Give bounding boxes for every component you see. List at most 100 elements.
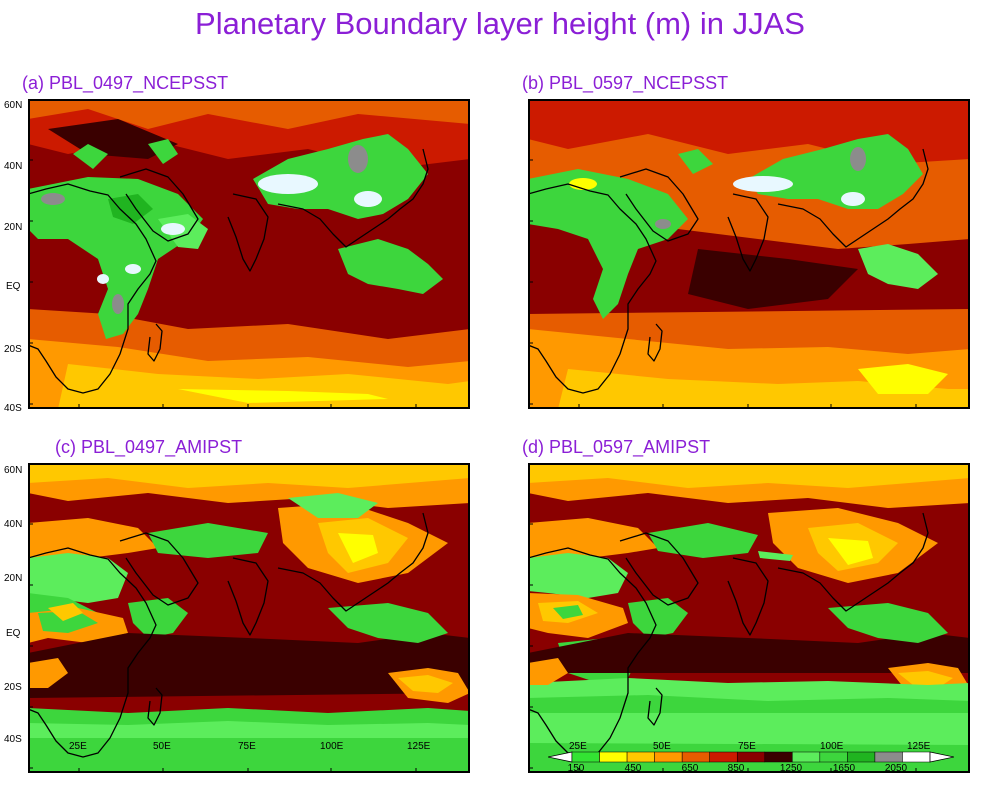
colorbar-label-850: 850 [727, 763, 745, 774]
coastline [777, 512, 929, 612]
contour-region [328, 603, 448, 643]
coastline [777, 148, 929, 248]
contour-region [758, 551, 793, 561]
colorbar-label-2050: 2050 [884, 763, 908, 774]
coastline [727, 193, 769, 272]
contour-region [28, 658, 68, 688]
lon-label-d-125e: 125E [907, 741, 931, 752]
colorbar-label-450: 450 [624, 763, 642, 774]
contour-region [148, 139, 178, 164]
colorbar-swatch [571, 751, 600, 763]
contour-region [558, 369, 970, 409]
coastline [227, 557, 269, 636]
contour-region [748, 134, 923, 209]
contour-region [528, 463, 970, 488]
contour-region [858, 244, 938, 289]
contour-region [528, 553, 628, 598]
lon-label-c-125e: 125E [407, 741, 431, 752]
coastline [119, 168, 199, 242]
colorbar-label-1650: 1650 [832, 763, 856, 774]
colorbar [548, 751, 954, 763]
map-d-svg [528, 463, 970, 773]
contour-region [338, 239, 443, 294]
contour-region [338, 533, 378, 563]
contour-region [28, 633, 470, 698]
contour-region [354, 191, 382, 207]
colorbar-swatch [847, 751, 876, 763]
contour-region [528, 169, 688, 319]
contour-region [898, 671, 953, 688]
lon-label-d-25e: 25E [569, 741, 587, 752]
coastline [227, 193, 269, 272]
contour-region [288, 493, 378, 518]
contour-region [528, 658, 568, 685]
contour-region [178, 389, 388, 403]
contour-region [850, 147, 866, 171]
contour-region [258, 174, 318, 194]
contour-region [348, 145, 368, 173]
map-frame [528, 99, 970, 409]
lat-label-a-40n: 40N [4, 161, 23, 172]
contour-region [528, 633, 970, 673]
contour-region [628, 598, 688, 638]
lat-label-a-60n: 60N [4, 100, 23, 111]
map-frame [528, 463, 970, 773]
contour-region [28, 99, 470, 129]
lat-label-c-60n: 60N [4, 465, 23, 476]
contour-region [553, 605, 583, 619]
contour-region [688, 249, 858, 309]
colorbar-swatch [792, 751, 821, 763]
contour-region [41, 193, 65, 205]
map-panel-d [528, 463, 970, 773]
contour-region [73, 144, 108, 169]
coastline [619, 532, 699, 606]
contour-region [841, 192, 865, 206]
lat-label-a-20s: 20S [4, 344, 22, 355]
colorbar-swatch [654, 751, 683, 763]
colorbar-swatch [709, 751, 738, 763]
colorbar-swatch [874, 751, 903, 763]
contour-region [161, 223, 185, 235]
contour-region [97, 274, 109, 284]
contour-region [253, 134, 428, 219]
colorbar-swatch [902, 751, 931, 763]
coastline [28, 183, 157, 394]
coastline [119, 532, 199, 606]
colorbar-right-arrow [929, 751, 954, 763]
contour-region [398, 675, 453, 693]
lat-label-a-40s: 40S [4, 403, 22, 414]
contour-region [678, 149, 713, 174]
contour-region [828, 603, 948, 643]
lon-label-c-75e: 75E [238, 741, 256, 752]
contour-region [28, 518, 158, 563]
lat-label-c-40n: 40N [4, 519, 23, 530]
map-frame [28, 463, 470, 773]
lon-label-d-100e: 100E [820, 741, 844, 752]
contour-region [28, 721, 470, 738]
contour-region [48, 603, 83, 621]
lon-label-c-25e: 25E [69, 741, 87, 752]
lat-label-a-eq: EQ [6, 281, 21, 292]
coastline [528, 183, 657, 394]
panel-b-title: (b) PBL_0597_NCEPSST [522, 73, 729, 93]
coastline [647, 687, 663, 726]
contour-region [128, 598, 188, 638]
contour-region [125, 264, 141, 274]
lon-label-c-100e: 100E [320, 741, 344, 752]
contour-region [528, 695, 970, 713]
colorbar-label-1250: 1250 [779, 763, 803, 774]
lat-label-c-20s: 20S [4, 682, 22, 693]
lon-label-c-50e: 50E [153, 741, 171, 752]
colorbar-swatch [764, 751, 793, 763]
figure-title: Planetary Boundary layer height (m) in J… [195, 6, 805, 41]
panel-c-title: (c) PBL_0497_AMIPST [55, 437, 243, 457]
lon-label-d-75e: 75E [738, 741, 756, 752]
map-b-svg [528, 99, 970, 409]
map-c-svg [28, 463, 470, 773]
colorbar-label-150: 150 [567, 763, 585, 774]
coastline [528, 547, 657, 758]
contour-region [148, 523, 268, 558]
contour-region [28, 553, 128, 603]
map-frame [28, 99, 470, 409]
lon-label-d-50e: 50E [653, 741, 671, 752]
